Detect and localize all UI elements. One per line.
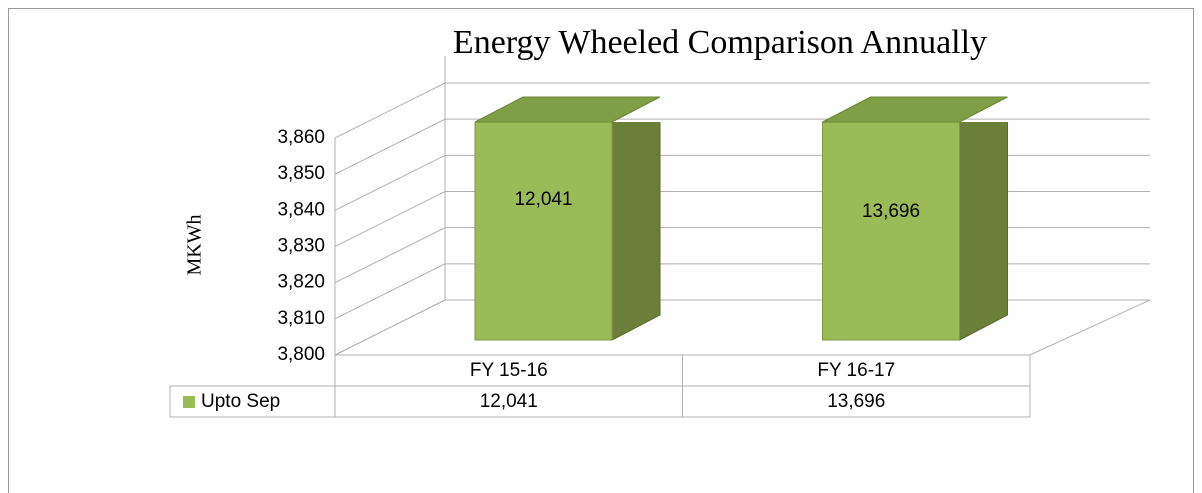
data-label: 13,696 (862, 201, 920, 222)
y-tick-label: 3,810 (277, 308, 325, 329)
chart-title: Energy Wheeled Comparison Annually (453, 24, 987, 61)
bar (474, 122, 613, 341)
y-axis-label: MKWh (184, 214, 206, 275)
y-tick-label: 3,820 (277, 272, 325, 293)
x-tick-label: FY 16-17 (817, 360, 895, 381)
data-label: 12,041 (514, 189, 572, 210)
legend-label: Upto Sep (201, 391, 280, 412)
x-tick-label: FY 15-16 (470, 360, 548, 381)
y-tick-label: 3,840 (277, 199, 325, 220)
y-tick-label: 3,860 (277, 127, 325, 148)
bars (474, 122, 1008, 341)
bar-top (474, 96, 661, 123)
bar (822, 122, 960, 341)
table-value: 12,041 (480, 391, 538, 412)
y-tick-label: 3,800 (277, 344, 325, 365)
y-tick-label: 3,850 (277, 163, 325, 184)
bar-side (611, 122, 661, 341)
y-tick-label: 3,830 (277, 236, 325, 257)
legend-swatch (183, 396, 195, 408)
bar-side (959, 122, 1008, 341)
bar-top (822, 96, 1008, 123)
table-value: 13,696 (827, 391, 885, 412)
